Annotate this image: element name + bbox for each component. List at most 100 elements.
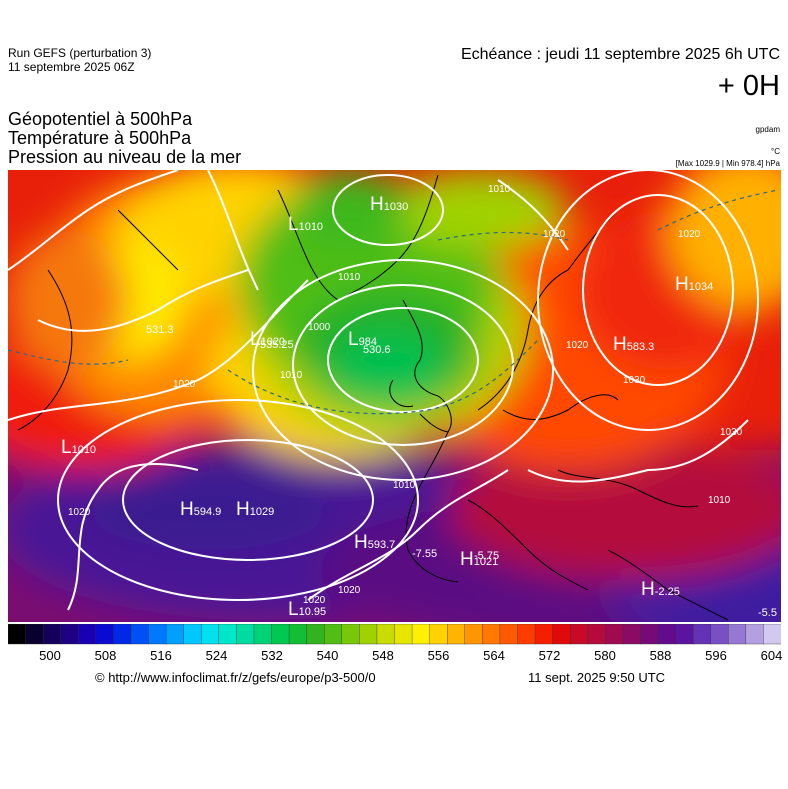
color-swatch xyxy=(728,624,747,645)
color-scale-tick: 564 xyxy=(483,648,505,663)
color-scale-tick: 580 xyxy=(594,648,616,663)
color-scale-tick: 572 xyxy=(538,648,561,663)
pressure-range: [Max 1029.9 | Min 978.4] hPa xyxy=(675,159,780,168)
isobar-label: 1000 xyxy=(308,322,331,333)
geo-label-3: 531.3 xyxy=(146,324,174,336)
color-swatch xyxy=(675,624,694,645)
color-swatch xyxy=(640,624,659,645)
geo-label-1: 535.25 xyxy=(260,339,294,351)
geo-label-6: -5.5 xyxy=(758,607,777,619)
color-swatch xyxy=(130,624,150,645)
color-swatch xyxy=(201,624,220,645)
source-credit: © http://www.infoclimat.fr/z/gefs/europe… xyxy=(95,670,376,685)
color-swatch xyxy=(605,624,624,645)
color-swatch xyxy=(710,624,730,645)
isobar-label: 1020 xyxy=(338,585,361,596)
color-swatch xyxy=(411,624,431,645)
color-swatch xyxy=(78,624,97,645)
color-swatch xyxy=(429,624,449,645)
issue-time: 11 sept. 2025 9:50 UTC xyxy=(528,670,666,685)
lead-time: + 0H xyxy=(717,70,780,102)
color-swatch xyxy=(499,624,519,645)
high-center-1: H1030 xyxy=(370,194,408,215)
color-swatch xyxy=(447,624,466,645)
color-swatch xyxy=(218,624,238,645)
color-swatch xyxy=(763,624,781,645)
color-scale-tick: 604 xyxy=(760,648,783,663)
run-model: Run GEFS (perturbation 3) xyxy=(8,46,152,60)
color-scale-tick: 556 xyxy=(427,648,450,663)
color-scale-tick: 524 xyxy=(205,648,228,663)
color-swatch xyxy=(253,624,273,645)
param-pressure: Pression au niveau de la mer xyxy=(8,147,242,167)
color-swatch xyxy=(236,624,255,645)
run-date: 11 septembre 2025 06Z xyxy=(8,60,135,74)
color-swatch xyxy=(341,624,361,645)
isobar-label: 1020 xyxy=(173,379,196,390)
isobar-label: 1010 xyxy=(488,184,511,195)
isobar-label: 1010 xyxy=(708,495,731,506)
color-swatch xyxy=(692,624,712,645)
high-center-7: H583.3 xyxy=(613,334,654,355)
color-scale-ticks: 500 508 516 524 532 540 548 556 564 572 580 588 596 6… xyxy=(0,648,788,666)
isobar-label: 1030 xyxy=(623,375,646,386)
color-swatch xyxy=(288,624,308,645)
color-swatch xyxy=(552,624,571,645)
low-center-2: L984 xyxy=(348,329,377,350)
high-center-4: H1021 xyxy=(460,549,498,570)
low-center-3: L1010 xyxy=(61,437,96,458)
color-swatch xyxy=(148,624,167,645)
color-swatch xyxy=(394,624,413,645)
high-center-2: H1034 xyxy=(675,274,713,295)
color-swatch xyxy=(359,624,378,645)
color-swatch xyxy=(271,624,290,645)
color-swatch xyxy=(183,624,203,645)
color-swatch xyxy=(113,624,132,645)
color-swatch xyxy=(482,624,501,645)
color-swatch xyxy=(306,624,326,645)
unit-geopotential: gpdam xyxy=(755,125,780,134)
color-swatch xyxy=(622,624,642,645)
color-scale-tick: 540 xyxy=(316,648,339,663)
isobar-label: 1030 xyxy=(720,427,743,438)
color-swatch xyxy=(95,624,115,645)
weather-map: H1030 H1034 H1029 H1021 H594.9 H593.7 H5… xyxy=(8,170,781,622)
isobar-label: 1010 xyxy=(280,370,303,381)
high-center-3: H1029 xyxy=(236,499,274,520)
param-temperature: Température à 500hPa xyxy=(8,128,192,148)
color-swatch xyxy=(464,624,484,645)
isobar-labels: 1010 1020 1000 1010 1020 1030 1020 1010 … xyxy=(68,184,743,606)
isobar-label: 1010 xyxy=(338,272,361,283)
high-center-5: H594.9 xyxy=(180,499,221,520)
color-swatch xyxy=(376,624,396,645)
color-swatch xyxy=(534,624,554,645)
color-swatch xyxy=(517,624,536,645)
color-swatch xyxy=(165,624,185,645)
isobar-label: 1020 xyxy=(543,229,566,240)
color-scale-tick: 548 xyxy=(372,648,394,663)
units-legend: gpdam °C [Max 1029.9 | Min 978.4] hPa xyxy=(676,124,780,170)
pressure-centres: H1030 H1034 H1029 H1021 H594.9 H593.7 H5… xyxy=(61,194,777,620)
color-swatch xyxy=(569,624,589,645)
forecast-valid-time: Echéance : jeudi 11 septembre 2025 6h UT… xyxy=(460,46,780,63)
color-swatch xyxy=(8,624,27,645)
isobar-label: 1020 xyxy=(566,340,589,351)
high-center-6: H593.7 xyxy=(354,532,395,553)
color-scale-tick: 596 xyxy=(705,648,727,663)
color-scale-tick: 532 xyxy=(261,648,283,663)
color-scale-tick: 508 xyxy=(94,648,117,663)
param-geopotential: Géopotentiel à 500hPa xyxy=(8,109,193,129)
isotherms xyxy=(8,189,779,415)
isobar-label: 1020 xyxy=(303,595,326,606)
unit-temperature: °C xyxy=(771,147,780,156)
color-scale-tick: 588 xyxy=(649,648,672,663)
color-swatch xyxy=(25,624,44,645)
isobar-label: 1010 xyxy=(393,480,416,491)
run-info: Run GEFS (perturbation 3) 11 septembre 2… xyxy=(8,46,151,74)
geopotential-field xyxy=(8,170,781,622)
geo-label-2: 530.6 xyxy=(363,344,391,356)
isobars xyxy=(8,170,759,611)
color-swatch xyxy=(657,624,677,645)
geo-label-4: -7.55 xyxy=(412,548,437,560)
color-scale-tick: 500 xyxy=(39,648,61,663)
